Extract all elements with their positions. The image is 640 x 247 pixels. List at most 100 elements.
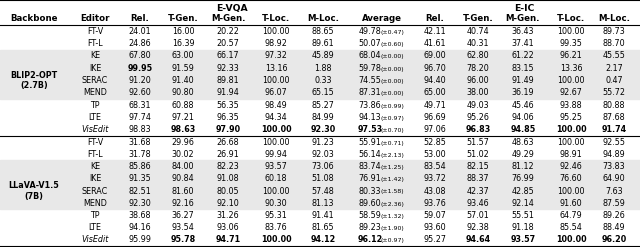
Text: 96.70: 96.70 — [424, 64, 446, 73]
Text: 0.33: 0.33 — [314, 76, 332, 85]
Text: 60.88: 60.88 — [172, 101, 195, 110]
Text: TP: TP — [90, 211, 100, 220]
Text: 95.31: 95.31 — [264, 211, 287, 220]
Text: 36.43: 36.43 — [512, 27, 534, 36]
Text: 31.26: 31.26 — [217, 211, 239, 220]
Text: 45.46: 45.46 — [512, 101, 534, 110]
Text: 91.74: 91.74 — [602, 125, 627, 134]
Text: 93.88: 93.88 — [560, 101, 582, 110]
Text: 42.37: 42.37 — [467, 186, 490, 195]
Text: 85.86: 85.86 — [129, 162, 151, 171]
Text: 90.80: 90.80 — [172, 88, 195, 97]
Text: 13.16: 13.16 — [265, 64, 287, 73]
Text: 29.96: 29.96 — [172, 138, 195, 147]
Text: 91.23: 91.23 — [312, 138, 334, 147]
Text: 45.55: 45.55 — [603, 51, 625, 60]
Text: 100.00: 100.00 — [262, 76, 290, 85]
Bar — [0, 161, 640, 209]
Text: 16.39: 16.39 — [172, 39, 195, 48]
Text: VisEdit: VisEdit — [81, 125, 109, 134]
Text: (±0.47): (±0.47) — [380, 30, 404, 35]
Text: BLIP2-OPT
(2.7B): BLIP2-OPT (2.7B) — [10, 71, 58, 90]
Text: 90.84: 90.84 — [172, 174, 195, 183]
Text: (±0.00): (±0.00) — [380, 79, 404, 84]
Text: 100.00: 100.00 — [260, 235, 291, 244]
Text: 95.26: 95.26 — [467, 113, 490, 122]
Text: 100.00: 100.00 — [557, 76, 585, 85]
Text: 20.22: 20.22 — [216, 27, 239, 36]
Text: 94.40: 94.40 — [424, 76, 446, 85]
Text: 69.00: 69.00 — [424, 51, 446, 60]
Text: T-Gen.: T-Gen. — [463, 15, 493, 23]
Text: 59.07: 59.07 — [424, 211, 447, 220]
Text: 82.51: 82.51 — [129, 186, 152, 195]
Text: (±1.25): (±1.25) — [380, 165, 404, 170]
Text: 53.00: 53.00 — [424, 150, 446, 159]
Text: 94.13: 94.13 — [358, 113, 381, 122]
Text: (±0.00): (±0.00) — [380, 91, 404, 96]
Text: 2.17: 2.17 — [605, 64, 623, 73]
Text: 93.72: 93.72 — [424, 174, 447, 183]
Text: 91.35: 91.35 — [129, 174, 152, 183]
Text: 91.08: 91.08 — [217, 174, 239, 183]
Text: 67.80: 67.80 — [129, 51, 151, 60]
Text: 36.27: 36.27 — [172, 211, 195, 220]
Text: 88.65: 88.65 — [312, 27, 334, 36]
Text: 31.68: 31.68 — [129, 138, 151, 147]
Text: 98.92: 98.92 — [264, 39, 287, 48]
Text: MEND: MEND — [83, 199, 107, 208]
Text: 94.89: 94.89 — [603, 150, 625, 159]
Text: 55.72: 55.72 — [602, 88, 625, 97]
Text: 98.63: 98.63 — [170, 125, 196, 134]
Text: 95.78: 95.78 — [170, 235, 196, 244]
Text: 62.80: 62.80 — [467, 51, 490, 60]
Text: VisEdit: VisEdit — [81, 235, 109, 244]
Text: 66.17: 66.17 — [217, 51, 239, 60]
Text: 36.19: 36.19 — [512, 88, 534, 97]
Text: 92.03: 92.03 — [312, 150, 334, 159]
Text: 91.94: 91.94 — [216, 88, 239, 97]
Text: (±0.71): (±0.71) — [380, 141, 404, 146]
Text: 92.55: 92.55 — [602, 138, 625, 147]
Text: 100.00: 100.00 — [262, 138, 290, 147]
Text: 80.05: 80.05 — [217, 186, 239, 195]
Text: TP: TP — [90, 101, 100, 110]
Text: 87.59: 87.59 — [603, 199, 625, 208]
Text: (±0.70): (±0.70) — [380, 128, 404, 133]
Text: 76.99: 76.99 — [511, 174, 534, 183]
Text: 96.00: 96.00 — [467, 76, 490, 85]
Text: T-Loc.: T-Loc. — [557, 15, 585, 23]
Text: (±0.00): (±0.00) — [380, 67, 404, 72]
Text: 49.03: 49.03 — [467, 101, 490, 110]
Text: 91.20: 91.20 — [129, 76, 152, 85]
Text: FT-L: FT-L — [87, 150, 103, 159]
Text: 89.23: 89.23 — [358, 223, 381, 232]
Text: 100.00: 100.00 — [557, 186, 585, 195]
Text: 100.00: 100.00 — [262, 27, 290, 36]
Text: 89.81: 89.81 — [217, 76, 239, 85]
Text: 38.68: 38.68 — [129, 211, 151, 220]
Text: 85.54: 85.54 — [559, 223, 582, 232]
Text: 83.74: 83.74 — [358, 162, 381, 171]
Text: 93.57: 93.57 — [511, 235, 536, 244]
Text: 92.30: 92.30 — [129, 199, 152, 208]
Text: 93.57: 93.57 — [264, 162, 287, 171]
Text: 92.38: 92.38 — [467, 223, 490, 232]
Text: (±1.90): (±1.90) — [380, 226, 404, 231]
Text: 16.00: 16.00 — [172, 27, 195, 36]
Text: 92.10: 92.10 — [216, 199, 239, 208]
Text: 80.88: 80.88 — [603, 101, 625, 110]
Text: (±0.97): (±0.97) — [380, 238, 404, 243]
Text: 43.08: 43.08 — [424, 186, 446, 195]
Text: 91.49: 91.49 — [511, 76, 534, 85]
Text: 89.73: 89.73 — [603, 27, 625, 36]
Text: 64.79: 64.79 — [559, 211, 582, 220]
Text: Editor: Editor — [80, 15, 109, 23]
Text: (±2.36): (±2.36) — [380, 202, 404, 207]
Text: 93.76: 93.76 — [424, 199, 446, 208]
Text: 81.60: 81.60 — [172, 186, 195, 195]
Text: 73.06: 73.06 — [312, 162, 334, 171]
Text: E-IC: E-IC — [515, 4, 534, 14]
Text: 93.06: 93.06 — [217, 223, 239, 232]
Text: 41.61: 41.61 — [424, 39, 446, 48]
